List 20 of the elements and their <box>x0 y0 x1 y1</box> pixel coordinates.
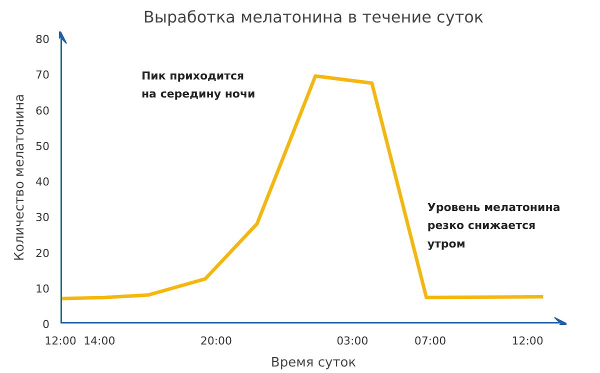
x-axis-title: Время суток <box>270 356 356 370</box>
y-tick-label: 50 <box>36 140 50 153</box>
y-axis-title: Количество мелатонина <box>12 94 28 262</box>
annotation: Уровень мелатонина резко снижается утром <box>427 200 560 250</box>
y-tick-label: 80 <box>36 33 50 46</box>
y-tick-label: 40 <box>36 176 50 189</box>
x-tick-label: 14:00 <box>84 334 116 348</box>
x-tick-label: 20:00 <box>200 334 232 348</box>
y-tick-label: 20 <box>36 246 50 260</box>
annotation: Пик приходится на середину ночи <box>141 69 256 101</box>
y-tick-label: 10 <box>36 282 50 296</box>
x-tick-label: 12:00 <box>512 334 544 348</box>
x-tick-label: 07:00 <box>414 334 446 348</box>
y-tick-label: 30 <box>36 211 50 224</box>
x-tick-label: 12:00 <box>44 334 76 348</box>
y-tick-label: 70 <box>36 68 50 82</box>
y-tick-label: 0 <box>42 318 50 331</box>
chart-title: Выработка мелатонина в течение суток <box>143 8 484 26</box>
y-tick-label: 60 <box>36 104 50 118</box>
x-tick-label: 03:00 <box>336 334 368 348</box>
